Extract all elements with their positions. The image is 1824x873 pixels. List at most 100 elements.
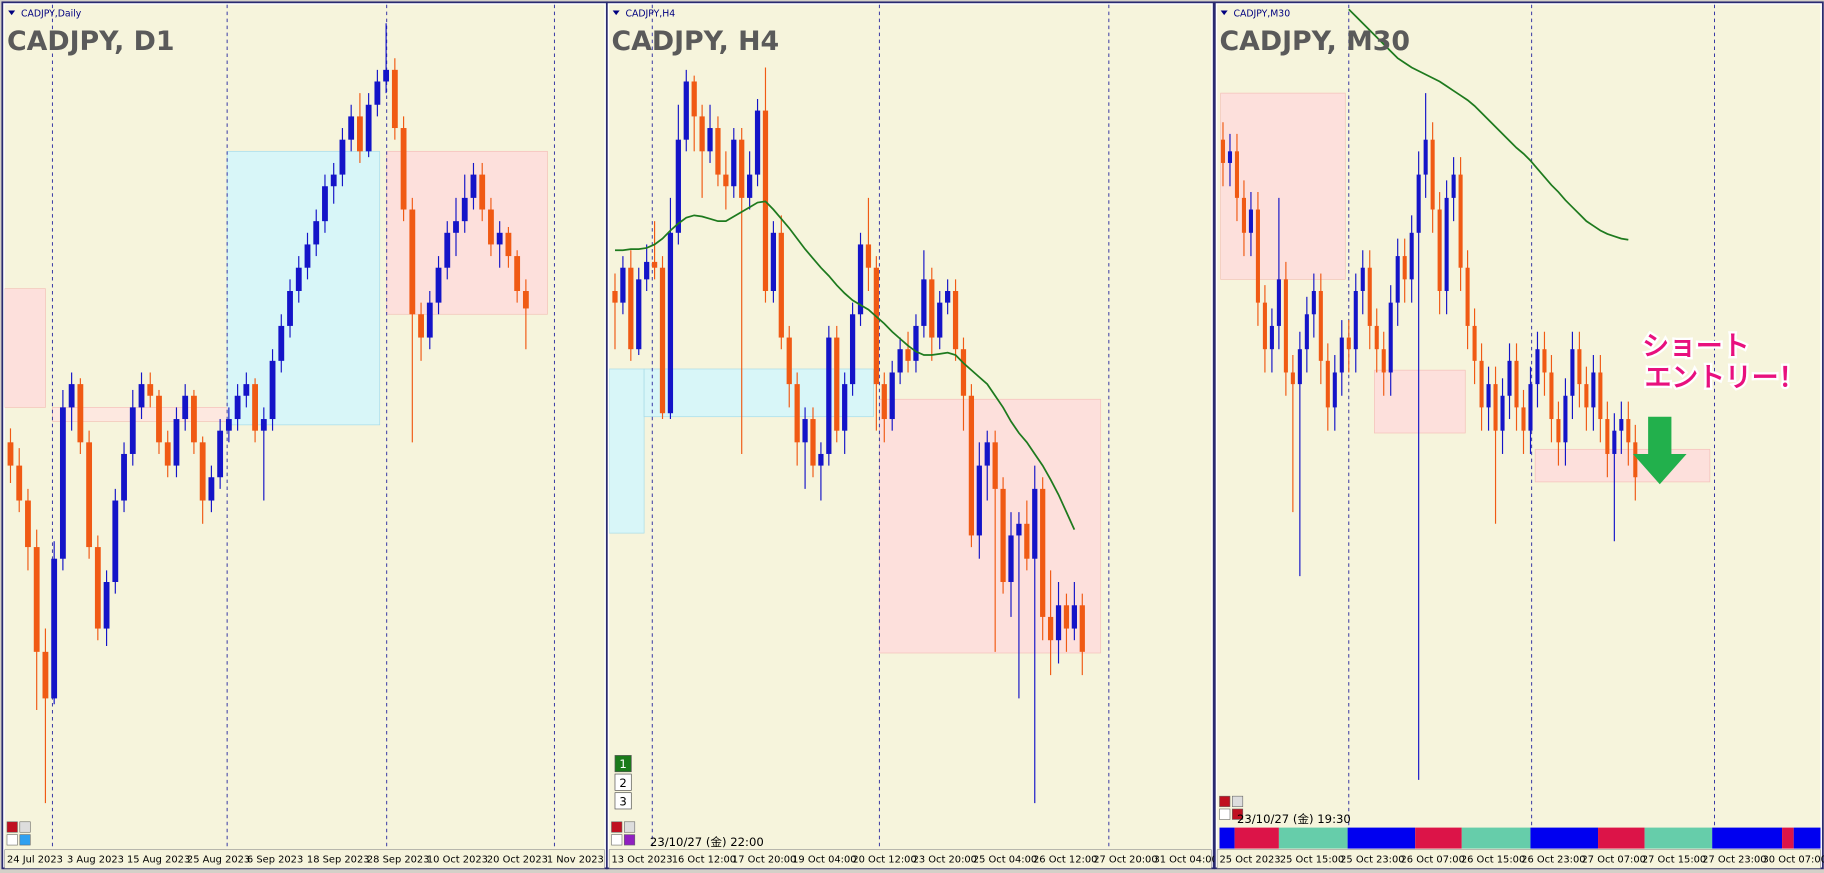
candle-body — [1008, 535, 1014, 582]
candle-body — [1437, 209, 1442, 291]
candle-body — [1626, 419, 1631, 443]
candle-body — [304, 244, 311, 268]
candle-body — [731, 139, 737, 187]
x-button[interactable] — [1219, 808, 1231, 820]
candle-body — [889, 372, 895, 420]
candle-body — [1402, 256, 1407, 280]
tool-button[interactable] — [624, 834, 636, 846]
candle-body — [77, 384, 84, 443]
candle-body — [1332, 372, 1337, 408]
candle-body — [1311, 291, 1316, 315]
candle-body — [426, 302, 433, 338]
x-tick-label: 19 Oct 04:00 — [792, 855, 856, 866]
candle-body — [794, 384, 800, 443]
candle-body — [1063, 605, 1070, 629]
minimize-button[interactable] — [1219, 795, 1231, 807]
layer-button[interactable] — [614, 755, 632, 773]
x-axis-bar — [608, 849, 1212, 869]
minimize-button[interactable] — [6, 821, 18, 833]
candle-body — [322, 186, 328, 222]
candle-body — [1374, 325, 1379, 350]
candle-body — [461, 197, 468, 222]
candle-body — [374, 81, 381, 105]
candle-body — [1000, 488, 1006, 582]
candle-body — [1055, 605, 1062, 641]
candle-body — [1297, 349, 1302, 385]
close-button[interactable] — [19, 821, 31, 833]
candle-body — [802, 419, 808, 443]
x-tick-label: 26 Oct 12:00 — [1033, 855, 1097, 866]
candle-body — [1605, 419, 1610, 454]
candle-body — [1032, 488, 1038, 559]
zone-box — [1374, 369, 1466, 434]
candle-body — [747, 174, 753, 198]
candle-body — [1318, 291, 1323, 361]
candle-body — [834, 337, 840, 431]
close-button[interactable] — [1232, 795, 1244, 807]
candle-body — [418, 314, 424, 338]
candle-body — [612, 291, 618, 303]
candle-body — [391, 69, 398, 129]
zone-box — [226, 150, 381, 426]
candle-body — [1619, 419, 1624, 431]
candle-body — [348, 116, 355, 140]
x-tick-label: 20 Oct 2023 — [487, 855, 548, 866]
candle-body — [514, 256, 521, 291]
time-label: 23/10/27 (金) 22:00 — [650, 835, 764, 849]
layer-button-label: 2 — [619, 776, 626, 790]
layer-button[interactable] — [614, 792, 632, 810]
collapse-icon[interactable] — [1220, 10, 1228, 16]
candle-body — [913, 325, 919, 361]
plot-bg — [4, 4, 605, 850]
candle-body — [715, 128, 721, 175]
candle-body — [234, 395, 241, 420]
candle-body — [770, 232, 777, 291]
annotation: エントリー！ — [1645, 362, 1806, 393]
collapse-icon[interactable] — [8, 10, 16, 16]
candle-body — [25, 500, 31, 548]
x-tick-label: 6 Sep 2023 — [247, 855, 303, 866]
collapse-icon[interactable] — [612, 10, 620, 16]
candle-body — [147, 384, 154, 396]
candle-body — [984, 442, 990, 466]
x-tick-label: 25 Oct 15:00 — [1280, 855, 1344, 866]
candle-body — [1591, 372, 1596, 408]
x-button[interactable] — [611, 834, 623, 846]
session-bar — [1782, 827, 1794, 849]
candle-body — [1234, 151, 1240, 198]
candle-body — [1248, 209, 1253, 233]
candle-body — [278, 325, 285, 361]
candle-body — [51, 558, 58, 699]
candle-body — [191, 395, 197, 443]
x-tick-label: 24 Jul 2023 — [7, 855, 63, 866]
chart-title: CADJPY, D1 — [7, 26, 174, 57]
candle-body — [1071, 605, 1077, 629]
chart-panel: CADJPY,Daily CADJPY, D1 24 Jul 2023 3 Aug 2… — [1, 1, 608, 870]
x-tick-label: 26 Oct 15:00 — [1461, 855, 1525, 866]
x-tick-label: 13 Oct 2023 — [611, 855, 672, 866]
layer-button[interactable] — [614, 773, 632, 791]
x-tick-label: 25 Oct 23:00 — [1340, 855, 1404, 866]
x-tick-label: 25 Oct 04:00 — [973, 855, 1037, 866]
candle-body — [1388, 302, 1393, 373]
candle-body — [1542, 349, 1547, 373]
candle-body — [707, 128, 713, 152]
candle-body — [94, 547, 101, 629]
candle-body — [138, 384, 145, 408]
x-tick-label: 26 Oct 07:00 — [1400, 855, 1464, 866]
x-tick-label: 16 Oct 12:00 — [672, 855, 736, 866]
tool-button[interactable] — [1232, 808, 1244, 820]
minimize-button[interactable] — [611, 821, 623, 833]
close-button[interactable] — [624, 821, 636, 833]
x-tick-label: 3 Aug 2023 — [67, 855, 124, 866]
x-button[interactable] — [6, 834, 18, 846]
candle-body — [1479, 360, 1484, 408]
candle-body — [1290, 372, 1295, 385]
tool-button[interactable] — [19, 834, 31, 846]
candle-body — [628, 267, 634, 350]
candle-body — [182, 395, 189, 420]
session-bar — [1347, 827, 1416, 849]
annotation: ショート — [1642, 331, 1749, 362]
chart-panel: CADJPY,H4 CADJPY, H4 13 Oct 2023 16 Oct 12:… — [605, 1, 1218, 870]
